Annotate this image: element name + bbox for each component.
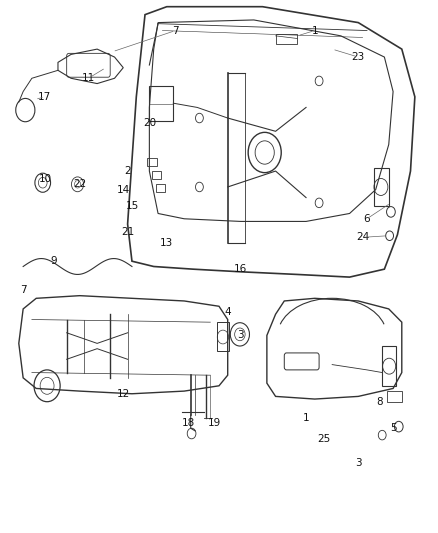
Text: 25: 25: [317, 434, 330, 444]
Bar: [276, 34, 297, 44]
Text: 1: 1: [303, 413, 309, 423]
Bar: [382, 346, 396, 386]
Bar: [387, 391, 402, 402]
Text: 12: 12: [117, 389, 130, 399]
Text: 20: 20: [143, 118, 156, 128]
Text: 6: 6: [364, 214, 370, 224]
Bar: [149, 86, 173, 120]
Text: 2: 2: [124, 166, 131, 176]
Bar: [374, 168, 389, 206]
Text: 14: 14: [117, 184, 130, 195]
Text: 15: 15: [125, 200, 138, 211]
Text: 13: 13: [160, 238, 173, 248]
Text: 18: 18: [182, 418, 195, 428]
Bar: [152, 171, 161, 179]
Text: 19: 19: [208, 418, 221, 428]
Text: 3: 3: [237, 330, 244, 341]
Text: 7: 7: [172, 26, 179, 36]
Text: 23: 23: [352, 52, 365, 62]
Text: 21: 21: [121, 227, 134, 237]
Text: 3: 3: [355, 458, 362, 467]
Text: 1: 1: [311, 26, 318, 36]
Bar: [217, 322, 229, 351]
Bar: [147, 158, 157, 166]
Text: 8: 8: [377, 397, 383, 407]
Text: 16: 16: [234, 264, 247, 274]
Text: 7: 7: [20, 285, 26, 295]
Bar: [156, 184, 166, 192]
Text: 5: 5: [390, 423, 396, 433]
Text: 11: 11: [82, 73, 95, 83]
Text: 4: 4: [224, 306, 231, 317]
Text: 10: 10: [39, 174, 52, 184]
Text: 24: 24: [356, 232, 369, 243]
Text: 17: 17: [38, 92, 52, 102]
Text: 9: 9: [50, 256, 57, 266]
Text: 22: 22: [73, 179, 86, 189]
